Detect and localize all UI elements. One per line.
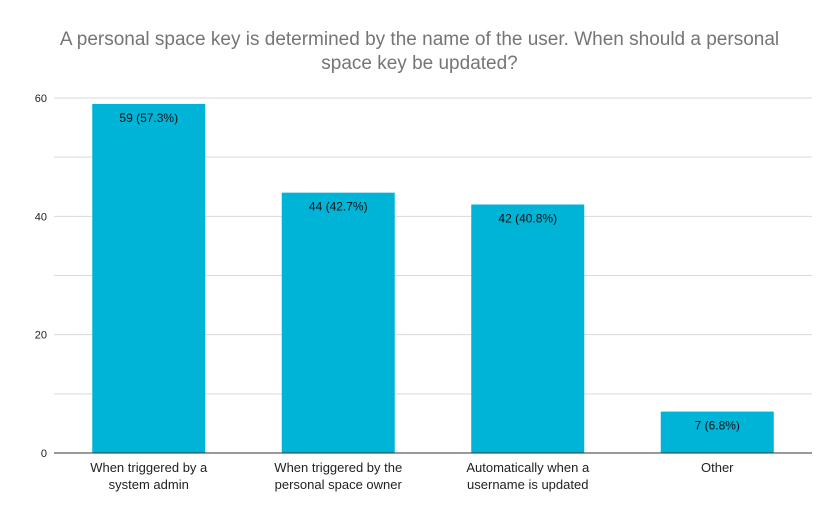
bar bbox=[92, 103, 206, 454]
bar bbox=[471, 204, 585, 453]
y-tick-label: 60 bbox=[35, 93, 47, 105]
x-category-label: Other bbox=[701, 460, 734, 475]
x-category-label: username is updated bbox=[467, 477, 588, 492]
x-category-label: Automatically when a bbox=[466, 460, 590, 475]
bar bbox=[281, 192, 395, 453]
data-label: 44 (42.7%) bbox=[309, 200, 368, 214]
data-label: 59 (57.3%) bbox=[119, 111, 178, 125]
x-category-label: When triggered by a bbox=[90, 460, 208, 475]
y-tick-label: 0 bbox=[41, 448, 47, 460]
data-label: 42 (40.8%) bbox=[498, 212, 557, 226]
y-tick-label: 40 bbox=[35, 211, 47, 223]
chart-title-line: A personal space key is determined by th… bbox=[60, 29, 779, 50]
x-category-label: personal space owner bbox=[275, 477, 403, 492]
data-label: 7 (6.8%) bbox=[695, 419, 740, 433]
x-category-label: When triggered by the bbox=[274, 460, 402, 475]
bar bbox=[660, 411, 774, 453]
chart-title-line: space key be updated? bbox=[321, 53, 518, 74]
y-tick-label: 20 bbox=[35, 330, 47, 342]
x-category-label: system admin bbox=[109, 477, 189, 492]
